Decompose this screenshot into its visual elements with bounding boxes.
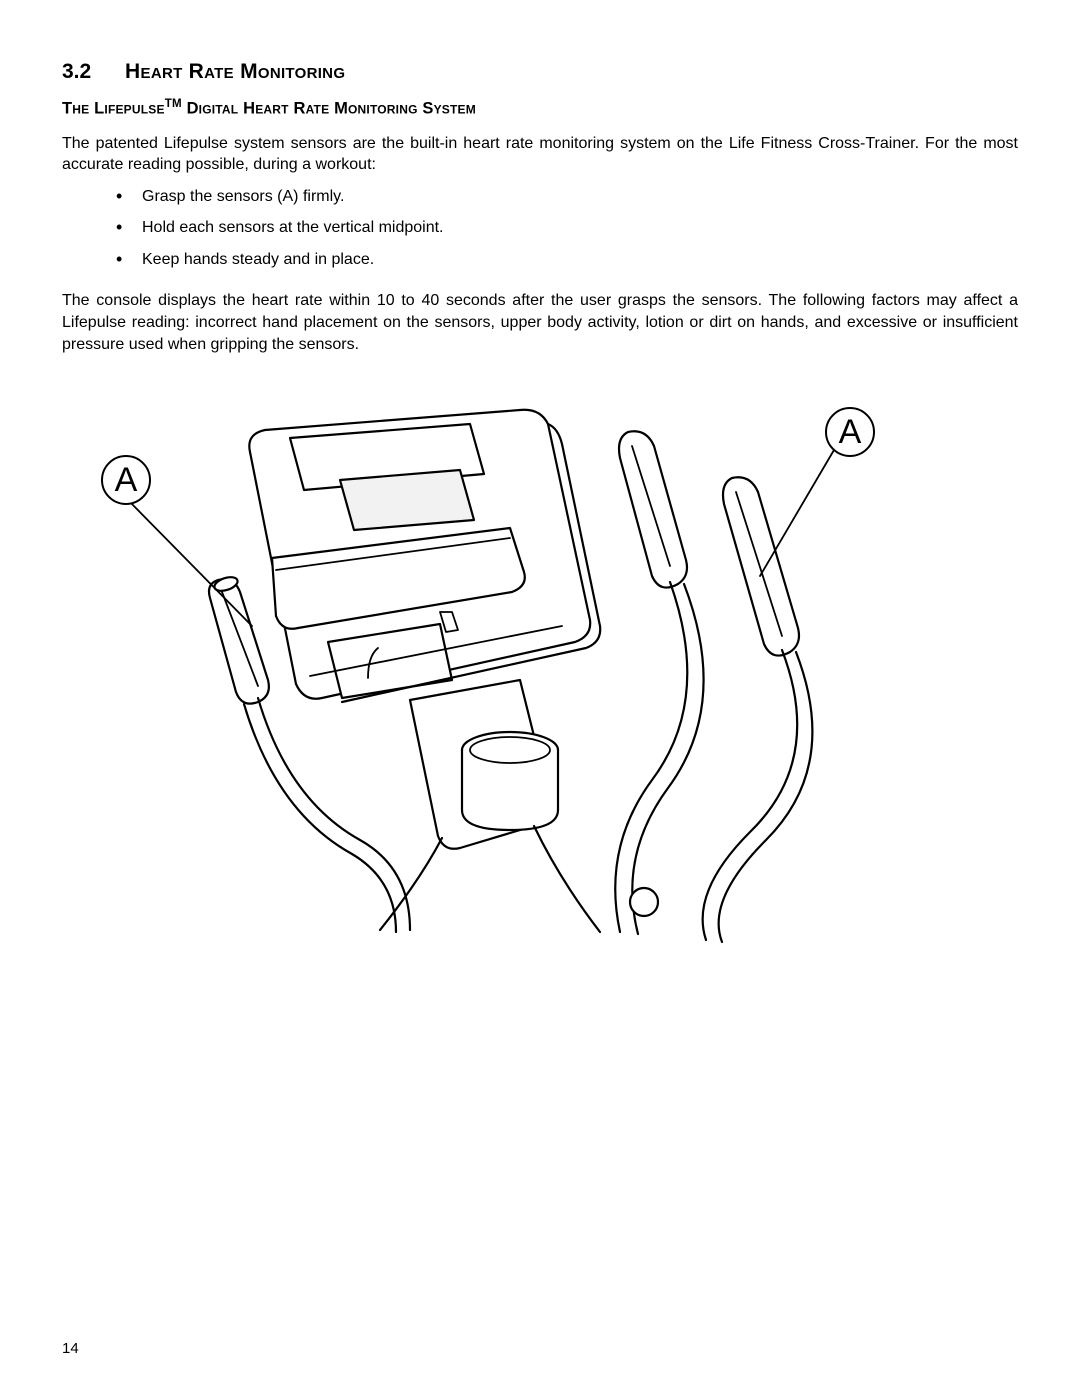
document-page: 3.2 Heart Rate Monitoring The LifepulseT… [0, 0, 1080, 1397]
section-heading: 3.2 Heart Rate Monitoring [62, 60, 1018, 84]
list-item: Keep hands steady and in place. [116, 249, 1018, 271]
paragraph-2: The console displays the heart rate with… [62, 290, 1018, 355]
trademark: TM [165, 98, 182, 110]
callout-label: A [839, 413, 862, 451]
subheading: The LifepulseTM Digital Heart Rate Monit… [62, 98, 1018, 119]
callout-a-right: A [826, 408, 874, 456]
console-group [249, 410, 600, 702]
callout-leader-left [126, 498, 252, 626]
paragraph-1: The patented Lifepulse system sensors ar… [62, 133, 1018, 176]
callout-leader-right [760, 450, 834, 576]
page-number: 14 [62, 1340, 79, 1357]
bullet-list: Grasp the sensors (A) firmly. Hold each … [62, 186, 1018, 271]
subheading-prefix: The Lifepulse [62, 100, 165, 118]
subheading-suffix: Digital Heart Rate Monitoring System [182, 100, 476, 118]
callout-label: A [115, 461, 138, 499]
section-number: 3.2 [62, 60, 91, 83]
list-item: Hold each sensors at the vertical midpoi… [116, 217, 1018, 239]
center-post [380, 680, 600, 932]
equipment-diagram: A A [80, 380, 890, 950]
body-text: The patented Lifepulse system sensors ar… [62, 133, 1018, 356]
section-title: Heart Rate Monitoring [125, 60, 345, 83]
equipment-svg: A A [80, 380, 890, 950]
left-arm [615, 431, 703, 934]
callout-a-left: A [102, 456, 150, 504]
list-item: Grasp the sensors (A) firmly. [116, 186, 1018, 208]
right-arm [703, 477, 813, 942]
